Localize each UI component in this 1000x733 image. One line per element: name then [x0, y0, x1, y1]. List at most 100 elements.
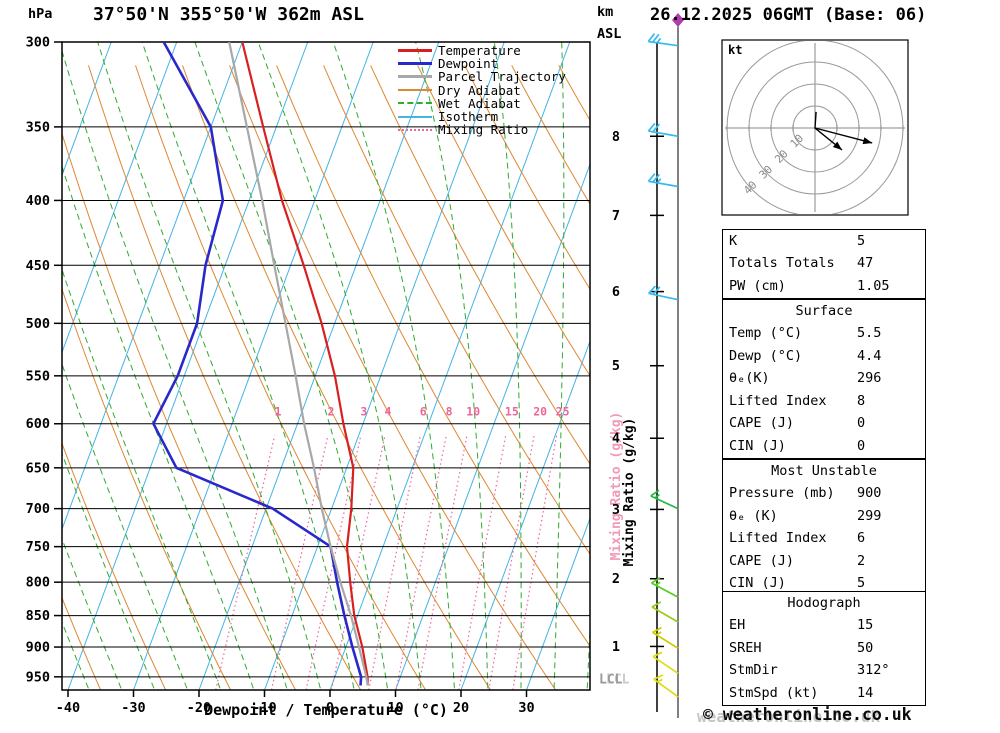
- wind-barb: [651, 577, 679, 598]
- table-row-value: 0: [857, 415, 866, 432]
- table-row-label: θₑ (K): [729, 507, 778, 524]
- table-row: Totals Totals 47: [723, 253, 925, 276]
- table-section-header: Most Unstable: [771, 463, 877, 479]
- legend-line-sample: [398, 75, 432, 79]
- wind-barb: [648, 285, 679, 301]
- table-row-label: CIN (J): [729, 575, 786, 592]
- table-row-label: Dewp (°C): [729, 347, 803, 364]
- dry-adiabat-line: [464, 65, 590, 291]
- table-row-value: 2: [857, 552, 866, 569]
- mixing-ratio-line: [458, 435, 507, 690]
- table-row-label: θₑ(K): [729, 370, 770, 387]
- wet-adiabat-line: [257, 42, 422, 689]
- wet-adiabat-line: [0, 42, 56, 688]
- wind-barb: [647, 173, 679, 188]
- mixing-ratio-line: [305, 435, 362, 690]
- table-row-label: Lifted Index: [729, 392, 827, 409]
- pressure-tick-label: 900: [26, 640, 50, 656]
- isotherm-line: [329, 42, 571, 690]
- mixing-ratio-line: [368, 435, 421, 690]
- table-row-label: PW (cm): [729, 277, 786, 294]
- wet-adiabat-line: [553, 42, 565, 689]
- table-row-value: 5: [857, 232, 866, 249]
- legend-line-sample: [398, 115, 432, 118]
- legend-label: Isotherm: [438, 108, 499, 124]
- table-row-label: Temp (°C): [729, 325, 803, 342]
- table-row-label: StmDir: [729, 662, 778, 679]
- km-tick-label: 5: [612, 358, 620, 374]
- dry-adiabat-line: [370, 65, 590, 465]
- table-row: Dewp (°C) 4.4: [723, 345, 925, 368]
- temp-tick-label: 30: [518, 700, 534, 716]
- mixing-ratio-value-label: 20: [533, 405, 547, 419]
- wet-adiabats: [0, 42, 590, 689]
- hodograph-table: Hodograph EH 15 SREH 50 StmDir 312° StmSpd (kt)…: [722, 591, 926, 706]
- dry-adiabat-line: [88, 65, 362, 690]
- surface-table: Surface Temp (°C) 5.5 Dewp (°C) 4.4 θₑ(K) 296 L…: [722, 299, 926, 459]
- table-row-value: 4.4: [857, 347, 882, 364]
- table-row: PW (cm) 1.05: [723, 275, 925, 298]
- isotherm-line: [460, 339, 590, 690]
- pressure-tick-label: 550: [26, 368, 50, 384]
- table-row-value: 5: [857, 575, 866, 592]
- temp-tick-label: -30: [121, 700, 145, 716]
- isotherm-line: [264, 42, 505, 690]
- mixing-ratio-value-label: 25: [556, 405, 570, 419]
- dry-adiabat-line: [276, 65, 590, 647]
- mixing-ratio-value-label: 3: [360, 405, 367, 419]
- table-row: CAPE (J) 0: [723, 413, 925, 436]
- table-row: Pressure (mb) 900: [723, 483, 925, 506]
- temp-tick-label: 0: [326, 700, 334, 716]
- wet-adiabat-line: [493, 42, 522, 689]
- wind-barb: [651, 601, 679, 623]
- temperature-axis: -40 -30 -20 -10 0 10 20 30: [56, 690, 535, 716]
- lcl-label: LCL: [606, 673, 630, 688]
- table-row-label: Pressure (mb): [729, 485, 835, 502]
- legend-item: Dry Adiabat: [398, 82, 566, 98]
- hodograph-unit-label: kt: [728, 43, 742, 57]
- skewt-background: 1 2 3 4 6 8 10 15 20 25: [0, 42, 590, 690]
- pressure-tick-label: 350: [26, 119, 50, 135]
- run-date-title: 26.12.2025 06GMT (Base: 06): [650, 5, 927, 25]
- table-row-label: K: [729, 232, 738, 249]
- temp-tick-label: -40: [56, 700, 80, 716]
- wind-barb: [647, 122, 679, 138]
- table-row-value: 900: [857, 485, 882, 502]
- isotherm-line: [62, 42, 178, 354]
- dry-adiabat-line: [62, 132, 297, 690]
- plot-frame: [61, 41, 591, 691]
- dry-adiabat-line: [229, 65, 557, 690]
- wet-adiabat-line: [332, 42, 455, 689]
- dry-adiabat-line: [135, 65, 427, 690]
- pressure-tick-label: 300: [26, 35, 50, 51]
- temp-tick-label: 10: [387, 700, 403, 716]
- dry-adiabat-line: [417, 65, 590, 377]
- table-row-value: 50: [857, 639, 874, 656]
- legend-line-sample: [398, 128, 432, 131]
- table-row: Lifted Index 8: [723, 390, 925, 413]
- table-row: CIN (J) 5: [723, 573, 925, 596]
- table-row-value: 15: [857, 617, 874, 634]
- table-row: CAPE (J) 2: [723, 550, 925, 573]
- mixing-ratio-line: [270, 435, 329, 690]
- legend-label: Dry Adiabat: [438, 82, 521, 98]
- table-row: Lifted Index 6: [723, 528, 925, 551]
- table-row-label: Totals Totals: [729, 255, 835, 272]
- temp-tick-label: -10: [252, 700, 276, 716]
- pressure-tick-label: 750: [26, 539, 50, 555]
- table-row-label: SREH: [729, 639, 762, 656]
- pressure-tick-label: 400: [26, 193, 50, 209]
- table-row: θₑ (K) 299: [723, 505, 925, 528]
- km-tick-label: 7: [612, 208, 620, 224]
- mixing-ratio-value-label: 8: [446, 405, 453, 419]
- hodograph-storm-vector: [814, 127, 873, 144]
- legend: Temperature Dewpoint Parcel Trajectory Dry …: [398, 44, 566, 136]
- table-section-header: Surface: [795, 303, 853, 319]
- isotherm-line: [62, 42, 112, 177]
- legend-label: Wet Adiabat: [438, 95, 521, 111]
- mixing-ratio-value-label: 4: [385, 405, 392, 419]
- pressure-tick-label: 700: [26, 501, 50, 517]
- wind-barb: [647, 33, 679, 47]
